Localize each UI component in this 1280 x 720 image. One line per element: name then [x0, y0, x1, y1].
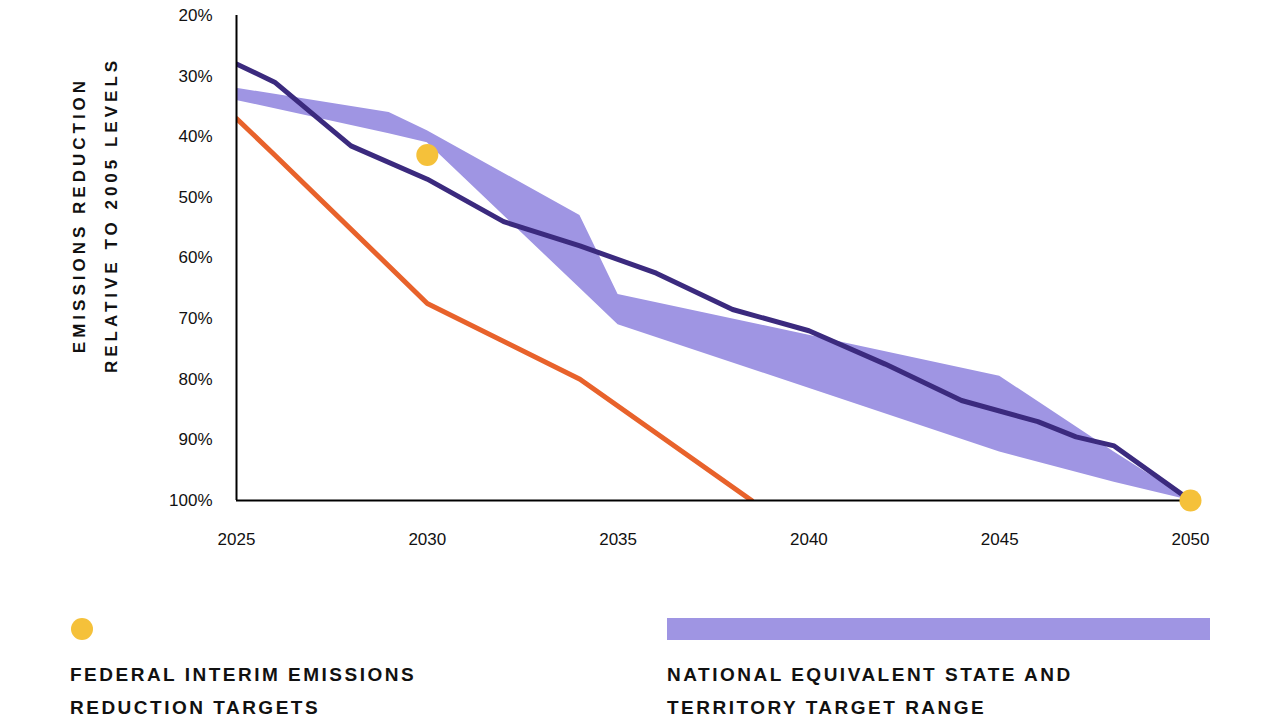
- html-text:NATIONAL EQUIVALENT STATE AND: NATIONAL EQUIVALENT STATE AND TERRITORY …: [667, 664, 1073, 718]
- svg-text:90%: 90%: [178, 430, 212, 449]
- html-text:EMISSIONS REDUCTION RELATIVE T: EMISSIONS REDUCTION RELATIVE TO 2005 LEV…: [70, 56, 121, 374]
- svg-text:2035: 2035: [599, 530, 637, 549]
- svg-text:20%: 20%: [178, 6, 212, 25]
- svg-text:60%: 60%: [178, 248, 212, 267]
- svg-text:80%: 80%: [178, 370, 212, 389]
- svg-text:2025: 2025: [218, 530, 256, 549]
- svg-text:30%: 30%: [178, 67, 212, 86]
- svg-text:50%: 50%: [178, 188, 212, 207]
- svg-text:100%: 100%: [169, 491, 212, 510]
- svg-text:2050: 2050: [1172, 530, 1210, 549]
- svg-text:2045: 2045: [981, 530, 1019, 549]
- svg-text:40%: 40%: [178, 127, 212, 146]
- svg-text:2040: 2040: [790, 530, 828, 549]
- svg-text:2030: 2030: [408, 530, 446, 549]
- html-text:FEDERAL INTERIM EMISSIONS REDU: FEDERAL INTERIM EMISSIONS REDUCTION TARG…: [70, 664, 417, 718]
- svg-text:70%: 70%: [178, 309, 212, 328]
